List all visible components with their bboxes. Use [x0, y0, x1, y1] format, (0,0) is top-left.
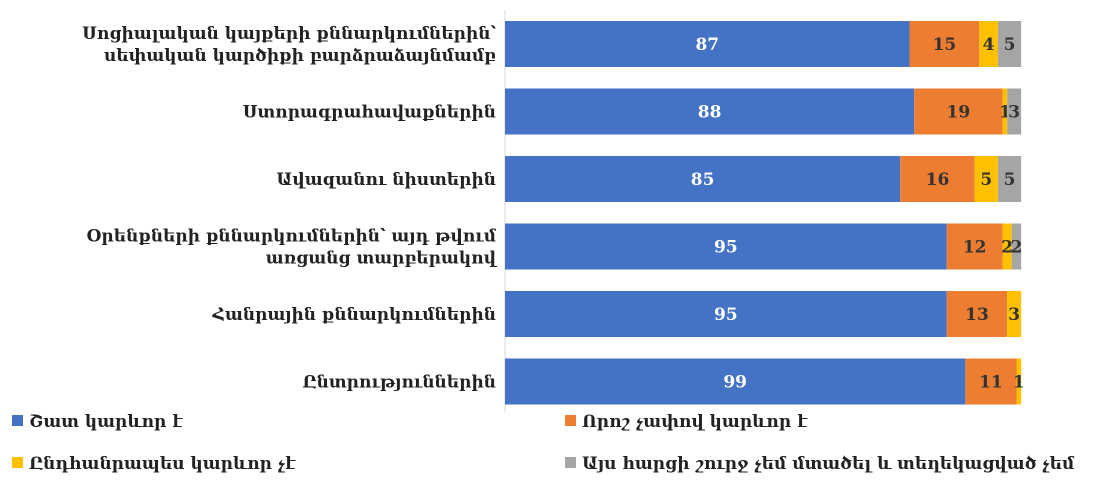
data-label: 3	[1008, 305, 1020, 325]
data-label: 5	[1004, 35, 1016, 55]
bar-segment	[1011, 223, 1022, 270]
data-label: 95	[714, 305, 738, 325]
bar-segment	[505, 156, 901, 202]
bar-segment	[505, 21, 910, 67]
category-label-line: Ընտրություններին	[303, 373, 496, 393]
data-label: 95	[714, 238, 738, 258]
data-label: 3	[1008, 103, 1020, 123]
bar-segment	[979, 21, 998, 67]
data-label: 19	[947, 103, 971, 123]
bar-segment	[997, 21, 1022, 67]
bar-segment	[909, 21, 980, 67]
bar-segment	[1007, 291, 1022, 337]
category-label-line: Ավազանու նիստերին	[276, 170, 496, 190]
category-label-line: Հանրային քննարկումներին	[211, 305, 496, 325]
legend-swatch	[12, 415, 23, 426]
data-label: 11	[979, 373, 1003, 393]
data-label: 5	[980, 170, 992, 190]
bar-segment	[1007, 88, 1022, 135]
bar-segment	[914, 88, 1003, 135]
bar-segment	[505, 88, 915, 135]
data-label: 13	[965, 305, 989, 325]
data-label: 15	[933, 35, 957, 55]
legend-label: Այս հարցի շուրջ չեմ մտածել և տեղեկացված …	[582, 454, 1075, 474]
data-label: 2	[1011, 238, 1023, 258]
bar-segment	[1016, 358, 1022, 405]
data-label: 1	[999, 103, 1011, 123]
category-label-line: առցանց տարբերակով	[266, 249, 498, 269]
category-label: Օրենքների քննարկումներին՝ այդ թվում առցան…	[87, 227, 498, 269]
category-label: Սոցիալական կայքերի քննարկումներին՝ սեփակա…	[82, 24, 496, 66]
bar-segment	[1002, 88, 1008, 135]
data-label: 5	[1004, 170, 1016, 190]
bar-segment	[974, 156, 998, 202]
data-label: 16	[926, 170, 950, 190]
bar-segment	[505, 223, 947, 270]
category-label: Հանրային քննարկումներին	[211, 305, 496, 325]
bar-segment	[900, 156, 975, 202]
data-label: 4	[983, 35, 995, 55]
category-label-line: Օրենքների քննարկումներին՝ այդ թվում	[87, 227, 497, 247]
bar-segment	[965, 358, 1017, 405]
data-label: 88	[698, 103, 722, 123]
category-label-line: Ստորագրահավաքներին	[243, 103, 496, 123]
data-label: 87	[695, 35, 719, 55]
legend-swatch	[565, 457, 576, 468]
data-label: 85	[691, 170, 715, 190]
legend-swatch	[565, 415, 576, 426]
category-label: Ընտրություններին	[303, 373, 496, 393]
data-label: 12	[963, 238, 987, 258]
bar-segment	[946, 291, 1008, 337]
legend-label: Ընդհանրապես կարևոր չէ	[29, 454, 296, 474]
category-label: Ստորագրահավաքներին	[243, 103, 496, 123]
data-label: 99	[723, 373, 747, 393]
data-label: 2	[1001, 238, 1013, 258]
category-label-line: սեփական կարծիքի բարձրաձայնմամբ	[104, 46, 496, 66]
bar-segment	[946, 223, 1003, 270]
category-label-line: Սոցիալական կայքերի քննարկումներին՝	[82, 24, 496, 44]
bar-segment	[505, 358, 966, 405]
legend-label: Որոշ չափով կարևոր է	[582, 412, 808, 432]
category-label: Ավազանու նիստերին	[276, 170, 496, 190]
bar-segment	[997, 156, 1022, 202]
bar-segment	[505, 291, 947, 337]
legend-swatch	[12, 457, 23, 468]
legend-label: Շատ կարևոր է	[29, 412, 183, 432]
bar-segment	[1002, 223, 1012, 270]
data-label: 1	[1013, 373, 1025, 393]
